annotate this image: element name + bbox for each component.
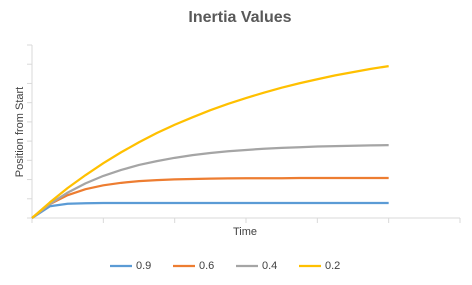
series-line xyxy=(31,65,389,219)
series-line xyxy=(31,176,389,219)
legend-label: 0.9 xyxy=(136,260,151,272)
legend-label: 0.6 xyxy=(199,260,214,272)
chart-title: Inertia Values xyxy=(188,9,291,26)
series-line xyxy=(31,144,389,219)
series-line xyxy=(31,201,389,219)
y-axis-label: Position from Start xyxy=(14,87,26,177)
x-axis-label: Time xyxy=(233,226,257,238)
legend-label: 0.4 xyxy=(262,260,277,272)
legend-label: 0.2 xyxy=(325,260,340,272)
